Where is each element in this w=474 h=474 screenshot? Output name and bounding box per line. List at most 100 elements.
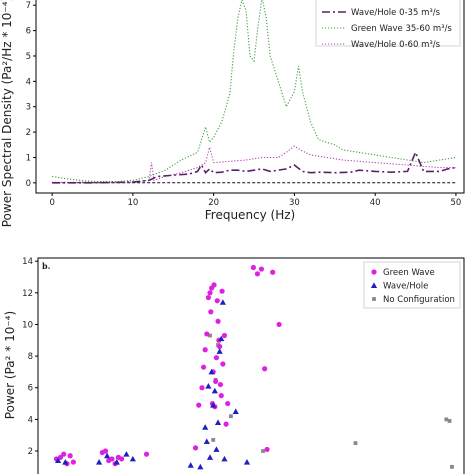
power-legend-marker-shape [370,282,378,288]
power-point-triangle [187,462,194,468]
panel-label-b: b. [42,261,51,271]
power-point-circle [264,446,270,453]
power-y-tick-label: 4 [28,415,33,425]
psd-x-tick-label: 0 [49,198,54,208]
psd-ticks: 0 10 20 30 40 50 0 1 2 3 4 5 6 7 [26,1,462,208]
power-point-circle [223,421,229,427]
psd-legend-label-wavehole-60: Wave/Hole 0-60 m³/s [351,40,441,50]
power-point-triangle [211,387,218,394]
power-point-square [353,441,358,446]
power-point-triangle [202,424,209,430]
power-point-square [208,333,212,338]
power-legend-marker-noconfig [372,297,376,301]
power-point-circle [213,355,220,361]
power-point-triangle [54,457,62,463]
power-legend-label-noconfig: No Configuration [383,295,455,305]
psd-series-line-0 [52,150,457,184]
power-point-circle [211,282,217,288]
psd-legend: Wave/Hole 0-35 m³/s Green Wave 35-60 m³/… [315,0,461,50]
power-y-tick-label: 14 [22,257,33,267]
power-y-tick-label: 6 [28,384,33,394]
power-point-circle [217,381,224,388]
power-point-circle [218,393,224,399]
power-point-circle [217,343,223,350]
power-point-circle [143,451,150,457]
power-point-triangle [206,454,214,460]
psd-legend-label-wavehole-35: Wave/Hole 0-35 m³/s [351,8,441,18]
power-point-circle [262,366,268,372]
power-point-triangle [219,299,226,305]
power-y-axis-label: Power (Pa² * 10⁻⁴) [3,311,17,419]
psd-x-tick-label: 30 [289,198,300,208]
power-point-triangle [123,451,130,457]
psd-legend-label-greenwave: Green Wave 35-60 m³/s [351,24,452,34]
psd-y-tick-label: 2 [26,128,31,138]
power-point-circle [205,294,211,301]
power-point-circle [208,309,214,315]
power-legend-box [363,261,461,309]
psd-series-line-1 [52,0,456,183]
psd-axes [35,0,465,194]
power-point-circle [215,318,221,324]
power-point-circle [70,459,76,465]
power-point-square [211,438,216,442]
power-point-circle [254,271,261,277]
psd-plot-frame [35,0,465,194]
psd-chart: 0 10 20 30 40 50 0 1 2 3 4 5 6 7 Frequency (Hz) Power… [0,0,465,227]
power-point-circle [199,385,205,391]
power-point-triangle [197,463,204,470]
power-point-circle [192,445,199,451]
power-point-square [447,419,452,423]
power-legend-marker-wavehole [370,282,378,288]
psd-series-line-2 [52,145,456,183]
power-point-circle [250,264,257,271]
power-point-circle [200,364,207,370]
power-point-circle [61,451,67,457]
power-legend: Green Wave Wave/Hole No Configuration [363,261,461,309]
power-point-circle [207,290,213,296]
power-scatter-points [53,264,454,470]
psd-x-tick-label: 10 [127,198,138,208]
power-axes [37,257,465,474]
psd-y-tick-label: 4 [26,77,31,87]
power-point-circle [67,453,73,459]
power-point-circle [118,456,125,462]
power-y-tick-label: 8 [28,352,33,362]
power-point-circle [276,321,282,328]
power-legend-marker-shape [371,269,377,275]
psd-x-axis-label: Frequency (Hz) [205,208,296,222]
power-point-circle [219,288,225,294]
power-point-triangle [210,402,217,408]
power-point-circle [213,378,219,385]
power-legend-marker-greenwave [371,269,377,275]
power-legend-label-wavehole: Wave/Hole [383,282,428,292]
power-point-triangle [205,383,212,389]
power-point-triangle [129,455,136,462]
power-point-circle [102,448,109,454]
power-point-circle [57,454,64,460]
psd-y-tick-label: 1 [26,153,31,163]
power-point-square [444,417,449,422]
power-point-circle [220,361,226,367]
power-point-circle [221,332,228,339]
power-y-tick-label: 2 [28,447,33,457]
power-point-triangle [243,458,251,465]
power-point-circle [196,402,202,408]
power-legend-marker-shape [372,297,376,301]
power-point-triangle [62,458,69,465]
power-point-circle [214,298,220,304]
power-point-triangle [216,348,223,354]
power-point-triangle [214,419,222,426]
power-point-square [261,449,265,453]
psd-y-tick-label: 5 [26,52,31,62]
power-point-square [229,414,233,419]
power-point-triangle [218,335,225,342]
power-point-triangle [113,458,120,465]
power-point-circle [204,331,210,337]
power-point-circle [109,456,115,462]
power-y-tick-label: 12 [22,289,33,299]
psd-series-lines [52,0,457,184]
power-point-triangle [208,368,215,375]
psd-y-tick-label: 6 [26,27,31,37]
power-point-square [450,464,454,469]
